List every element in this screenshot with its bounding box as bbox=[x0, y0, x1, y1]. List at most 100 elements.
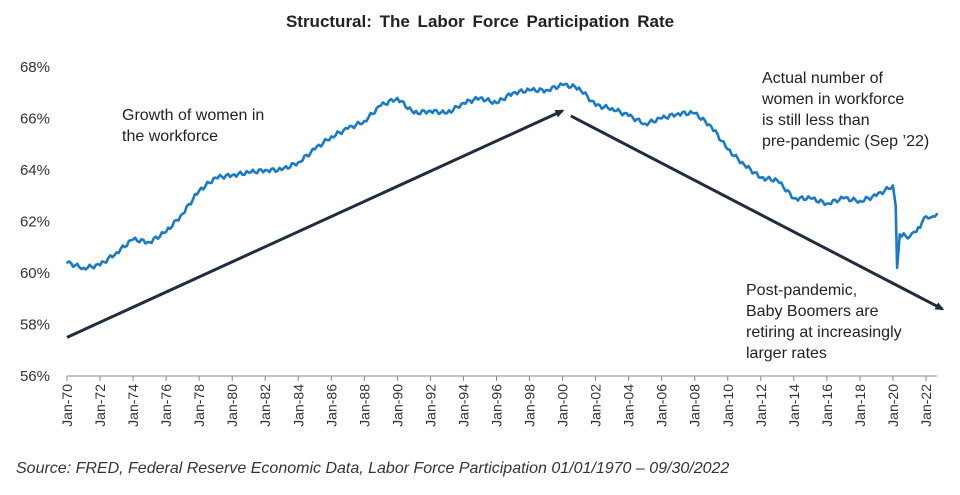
x-tick-label: Jan-04 bbox=[621, 384, 637, 427]
y-tick-label: 58% bbox=[20, 317, 50, 334]
x-tick-label: Jan-86 bbox=[323, 384, 339, 427]
x-tick-label: Jan-00 bbox=[555, 384, 571, 427]
data-point bbox=[726, 148, 729, 151]
data-point bbox=[132, 238, 135, 241]
data-point bbox=[214, 176, 217, 179]
annotation-women-workforce: Actual number of women in workforce is sti… bbox=[762, 68, 929, 152]
data-point bbox=[165, 230, 168, 233]
data-point bbox=[198, 189, 201, 192]
annotation-women-growth: Growth of women in the workforce bbox=[122, 105, 264, 147]
x-tick-label: Jan-90 bbox=[389, 384, 405, 427]
data-point bbox=[931, 215, 934, 218]
annotation-line: is still less than bbox=[762, 112, 870, 129]
data-point bbox=[660, 117, 663, 120]
x-tick-label: Jan-10 bbox=[720, 384, 736, 427]
x-tick-label: Jan-74 bbox=[125, 384, 141, 427]
chart-title: Structural: The Labor Force Participatio… bbox=[285, 12, 675, 31]
y-axis: 56% 58% 60% 62% 64% 66% 68% bbox=[20, 59, 50, 385]
y-tick-label: 56% bbox=[20, 368, 50, 385]
data-point bbox=[677, 112, 680, 115]
y-tick-label: 64% bbox=[20, 162, 50, 179]
data-point bbox=[545, 89, 548, 92]
data-point bbox=[611, 107, 614, 110]
x-tick-label: Jan-02 bbox=[588, 384, 604, 427]
data-point bbox=[264, 169, 267, 171]
data-point bbox=[561, 84, 564, 86]
data-point bbox=[115, 251, 118, 254]
trend-arrows bbox=[66, 109, 945, 339]
data-point bbox=[99, 264, 101, 267]
data-point bbox=[936, 212, 938, 215]
x-tick-label: Jan-70 bbox=[59, 384, 75, 427]
up-trend-arrow bbox=[66, 109, 565, 339]
data-point bbox=[445, 112, 448, 115]
x-tick-label: Jan-88 bbox=[356, 384, 372, 427]
data-point bbox=[148, 241, 151, 244]
data-point bbox=[280, 169, 283, 171]
data-point bbox=[512, 91, 514, 94]
data-point bbox=[297, 161, 300, 164]
x-tick-label: Jan-12 bbox=[753, 384, 769, 427]
x-tick-label: Jan-16 bbox=[819, 384, 835, 427]
data-point bbox=[82, 266, 85, 269]
data-point bbox=[792, 197, 795, 200]
data-point bbox=[858, 199, 861, 202]
data-point bbox=[528, 89, 531, 92]
data-point bbox=[908, 236, 911, 238]
x-tick-label: Jan-78 bbox=[191, 384, 207, 427]
data-point bbox=[896, 266, 899, 269]
data-point bbox=[898, 233, 901, 236]
x-tick-label: Jan-94 bbox=[455, 384, 471, 427]
x-tick-label: Jan-20 bbox=[885, 384, 901, 427]
y-tick-label: 66% bbox=[20, 111, 50, 128]
x-tick-label: Jan-76 bbox=[158, 384, 174, 427]
data-point bbox=[379, 104, 382, 107]
annotation-line: retiring at increasingly bbox=[746, 324, 902, 341]
data-point bbox=[346, 127, 349, 130]
data-point bbox=[825, 202, 828, 205]
annotation-line: Baby Boomers are bbox=[746, 303, 879, 320]
data-point bbox=[693, 112, 696, 115]
x-tick-label: Jan-06 bbox=[654, 384, 670, 427]
data-point bbox=[462, 102, 465, 105]
y-tick-label: 62% bbox=[20, 214, 50, 231]
data-point bbox=[578, 86, 581, 89]
data-point bbox=[412, 112, 415, 115]
data-point bbox=[396, 96, 399, 99]
annotation-line: pre-pandemic (Sep ’22) bbox=[762, 133, 930, 150]
data-point bbox=[894, 205, 897, 207]
series-line bbox=[66, 82, 939, 271]
x-tick-label: Jan-92 bbox=[422, 384, 438, 427]
data-point bbox=[710, 125, 713, 128]
data-point bbox=[363, 120, 366, 123]
x-tick-label: Jan-96 bbox=[488, 384, 504, 427]
data-point bbox=[842, 197, 845, 200]
annotation-baby-boomers: Post-pandemic, Baby Boomers are retiring a… bbox=[746, 280, 902, 364]
data-point bbox=[875, 194, 878, 197]
data-point bbox=[776, 179, 779, 182]
down-trend-arrow bbox=[570, 114, 945, 311]
x-tick-label: Jan-18 bbox=[852, 384, 868, 427]
annotation-line: women in workforce bbox=[762, 91, 905, 108]
data-point bbox=[429, 109, 432, 112]
data-point bbox=[759, 176, 762, 179]
x-tick-label: Jan-14 bbox=[786, 384, 802, 427]
y-tick-label: 60% bbox=[20, 265, 50, 282]
annotation-line: Growth of women in bbox=[122, 107, 265, 124]
data-point bbox=[330, 135, 333, 138]
x-tick-label: Jan-22 bbox=[918, 384, 934, 427]
data-point bbox=[247, 171, 250, 174]
source-note: Source: FRED, Federal Reserve Economic D… bbox=[16, 460, 730, 477]
data-point bbox=[313, 148, 316, 151]
annotation-line: larger rates bbox=[746, 345, 827, 362]
data-point bbox=[925, 215, 927, 218]
data-point bbox=[644, 122, 647, 125]
annotation-line: Post-pandemic, bbox=[746, 282, 858, 299]
data-point bbox=[479, 96, 481, 99]
x-axis: Jan-70 Jan-72 Jan-74 Jan-76 Jan-78 Jan-80 Jan-… bbox=[59, 375, 937, 427]
data-point bbox=[231, 174, 234, 177]
x-tick-label: Jan-84 bbox=[290, 384, 306, 427]
data-point bbox=[594, 104, 597, 107]
data-point bbox=[891, 184, 894, 187]
